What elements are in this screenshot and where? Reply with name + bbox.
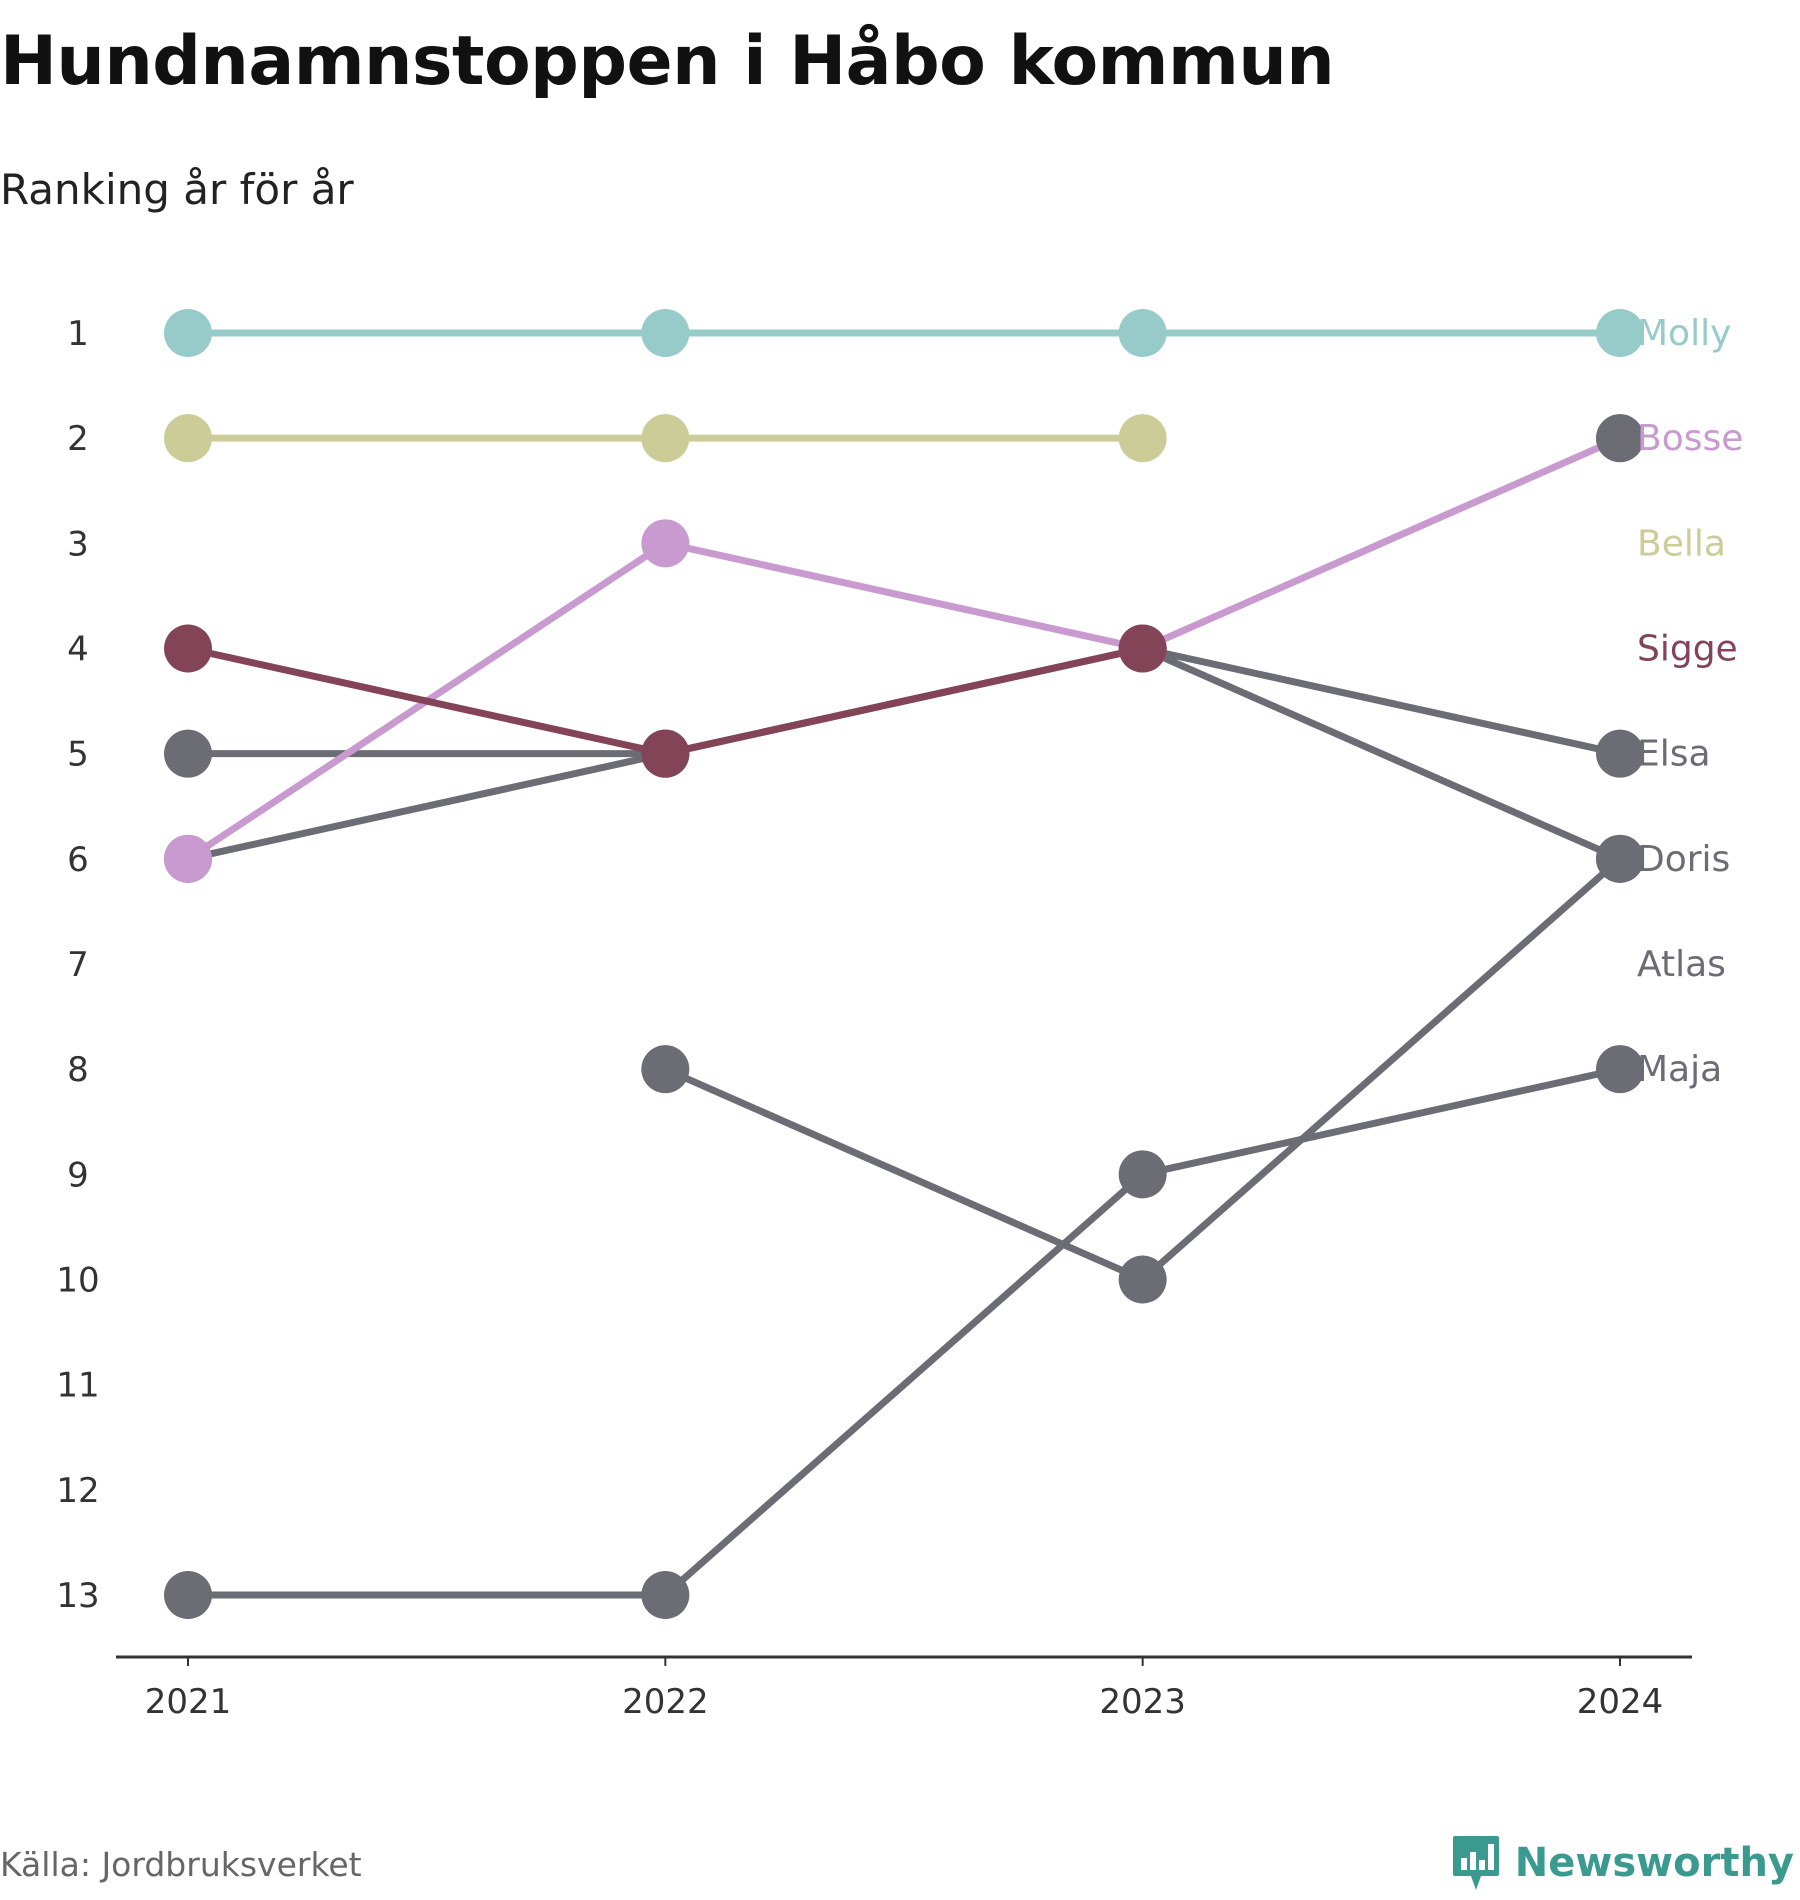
series-maja bbox=[661, 855, 1624, 1283]
data-point bbox=[164, 834, 212, 883]
points-maja bbox=[641, 834, 1644, 1304]
brand-name: Newsworthy bbox=[1514, 1840, 1794, 1886]
series-bosse bbox=[184, 434, 1624, 863]
chart-title: Hundnamnstoppen i Håbo kommun bbox=[0, 22, 1335, 101]
y-tick-label: 12 bbox=[56, 1471, 99, 1511]
data-point bbox=[1118, 309, 1167, 357]
end-label-maja: Maja bbox=[1637, 1049, 1722, 1090]
y-tick-label: 10 bbox=[56, 1261, 99, 1301]
data-point bbox=[164, 729, 212, 778]
data-point bbox=[641, 1045, 690, 1094]
data-point bbox=[164, 414, 212, 463]
end-label-bella: Bella bbox=[1637, 523, 1726, 564]
y-tick-label: 3 bbox=[67, 524, 89, 564]
end-label-atlas: Atlas bbox=[1637, 944, 1726, 985]
x-tick-label: 2021 bbox=[145, 1682, 232, 1722]
data-point bbox=[641, 519, 690, 568]
data-point bbox=[164, 309, 212, 357]
chart-subtitle: Ranking år för år bbox=[0, 165, 354, 214]
end-label-doris: Doris bbox=[1637, 839, 1730, 880]
end-labels: Molly Bosse Bella Sigge Elsa Doris Atlas Maja bbox=[1637, 313, 1743, 1090]
x-tick-label: 2024 bbox=[1577, 1682, 1664, 1722]
data-point bbox=[164, 1571, 212, 1619]
x-tick-label: 2022 bbox=[622, 1682, 709, 1722]
data-point bbox=[164, 624, 212, 673]
series-line-bosse bbox=[184, 434, 1624, 863]
x-tick-label: 2023 bbox=[1099, 1682, 1186, 1722]
y-tick-label: 7 bbox=[67, 945, 89, 985]
data-point bbox=[1118, 1150, 1167, 1199]
data-point bbox=[641, 414, 690, 463]
series-points bbox=[164, 309, 1644, 1619]
y-tick-label: 9 bbox=[67, 1155, 89, 1195]
data-point bbox=[641, 309, 690, 357]
y-tick-label: 4 bbox=[67, 630, 89, 670]
y-tick-label: 8 bbox=[67, 1050, 89, 1090]
data-point bbox=[641, 1571, 690, 1619]
end-label-elsa: Elsa bbox=[1637, 734, 1711, 775]
brand-logo: Newsworthy bbox=[1451, 1834, 1794, 1892]
newsworthy-logo-icon bbox=[1451, 1834, 1501, 1892]
points-doris bbox=[164, 1045, 1644, 1619]
series-doris bbox=[184, 1065, 1624, 1599]
y-tick-label: 11 bbox=[56, 1366, 99, 1406]
points-molly bbox=[164, 309, 1644, 357]
points-bella bbox=[164, 414, 1167, 463]
x-axis: 2021 2022 2023 2024 bbox=[116, 1655, 1692, 1722]
end-label-bosse: Bosse bbox=[1637, 418, 1743, 459]
source-note: Källa: Jordbruksverket bbox=[0, 1845, 362, 1884]
y-tick-label: 13 bbox=[56, 1576, 99, 1616]
series-line-doris bbox=[184, 1065, 1624, 1599]
data-point bbox=[1596, 1045, 1644, 1094]
series-lines bbox=[184, 329, 1624, 1599]
series-line-maja bbox=[661, 855, 1624, 1283]
y-tick-label: 2 bbox=[67, 419, 89, 459]
data-point bbox=[1118, 1255, 1167, 1304]
data-point bbox=[1596, 309, 1644, 357]
data-point bbox=[641, 729, 690, 778]
end-label-sigge: Sigge bbox=[1637, 629, 1738, 670]
y-tick-label: 5 bbox=[67, 735, 89, 775]
end-label-molly: Molly bbox=[1637, 313, 1731, 354]
data-point bbox=[1118, 624, 1167, 673]
data-point bbox=[1596, 834, 1644, 883]
data-point bbox=[1596, 414, 1644, 463]
points-sigge bbox=[164, 624, 1167, 778]
y-tick-label: 1 bbox=[67, 314, 89, 354]
data-point bbox=[1596, 729, 1644, 778]
data-point bbox=[1118, 414, 1167, 463]
y-tick-label: 6 bbox=[67, 840, 89, 880]
